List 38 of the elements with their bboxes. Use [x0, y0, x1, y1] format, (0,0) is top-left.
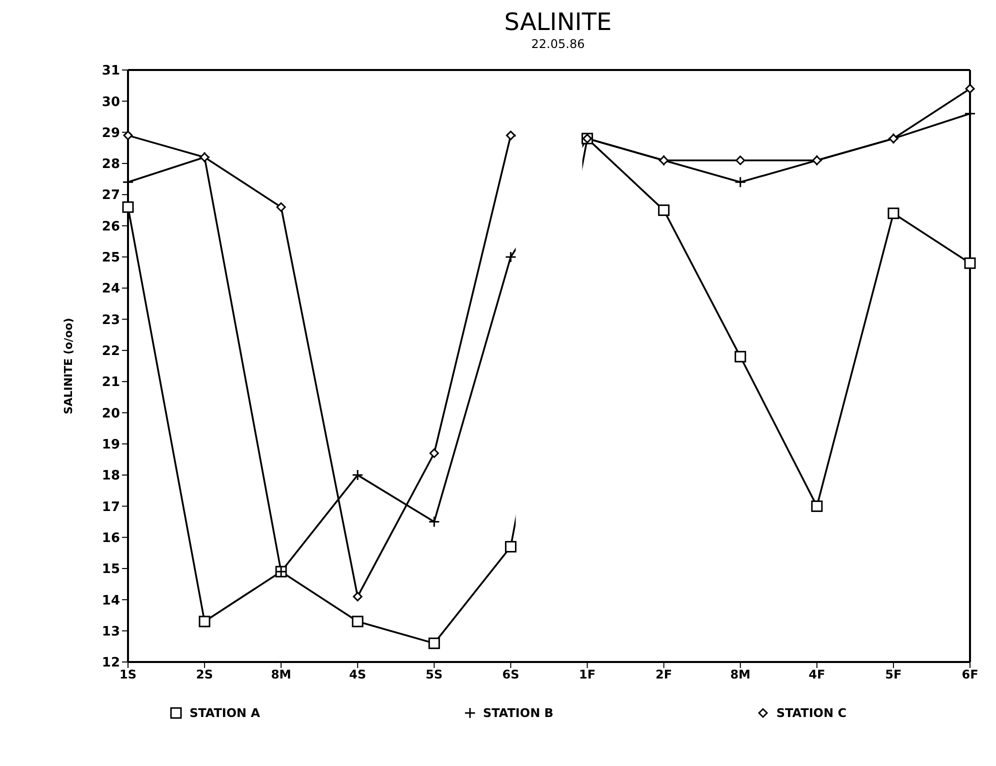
x-tick-label: 4F: [808, 668, 826, 682]
y-tick-label: 18: [102, 468, 120, 484]
legend-label: STATION B: [482, 706, 554, 720]
y-tick-label: 13: [102, 624, 120, 640]
x-tick-label: 4S: [349, 668, 366, 682]
y-tick-label: 25: [102, 250, 120, 266]
chart-subtitle: 22.05.86: [530, 36, 586, 52]
y-tick-label: 24: [102, 282, 120, 297]
x-tick-label: 5S: [426, 668, 443, 682]
x-tick-label: 8M: [730, 668, 751, 682]
x-tick-label: 6S: [502, 668, 520, 682]
y-tick-label: 30: [102, 94, 120, 110]
y-tick-label: 31: [102, 64, 120, 79]
y-tick-label: 29: [102, 126, 120, 141]
x-tick-label: 8M: [270, 668, 292, 682]
y-tick-label: 22: [102, 344, 120, 360]
y-tick-label: 17: [102, 500, 120, 515]
legend-label: STATION C: [776, 706, 847, 720]
x-tick-label: 1F: [579, 668, 596, 682]
chart-title: SALINITE: [503, 8, 613, 36]
x-tick-label: 5F: [885, 668, 902, 682]
y-tick-label: 23: [102, 312, 120, 328]
y-tick-label: 15: [102, 562, 120, 578]
y-tick-label: 19: [102, 438, 120, 453]
legend-label: STATION A: [189, 706, 260, 720]
x-tick-label: 2F: [656, 668, 672, 682]
y-tick-label: 26: [102, 219, 120, 234]
y-tick-label: 20: [102, 406, 120, 422]
y-tick-label: 28: [102, 157, 120, 172]
y-tick-label: 12: [102, 656, 120, 671]
y-tick-label: 21: [102, 375, 120, 390]
y-tick-label: 16: [102, 530, 120, 546]
x-tick-label: 6F: [962, 668, 978, 682]
y-tick-label: 14: [102, 593, 120, 608]
x-tick-label: 2S: [196, 668, 214, 682]
x-tick-label: 1S: [120, 668, 136, 682]
y-axis-title: SALINITE (o/oo): [62, 318, 75, 414]
y-tick-label: 27: [102, 188, 120, 204]
